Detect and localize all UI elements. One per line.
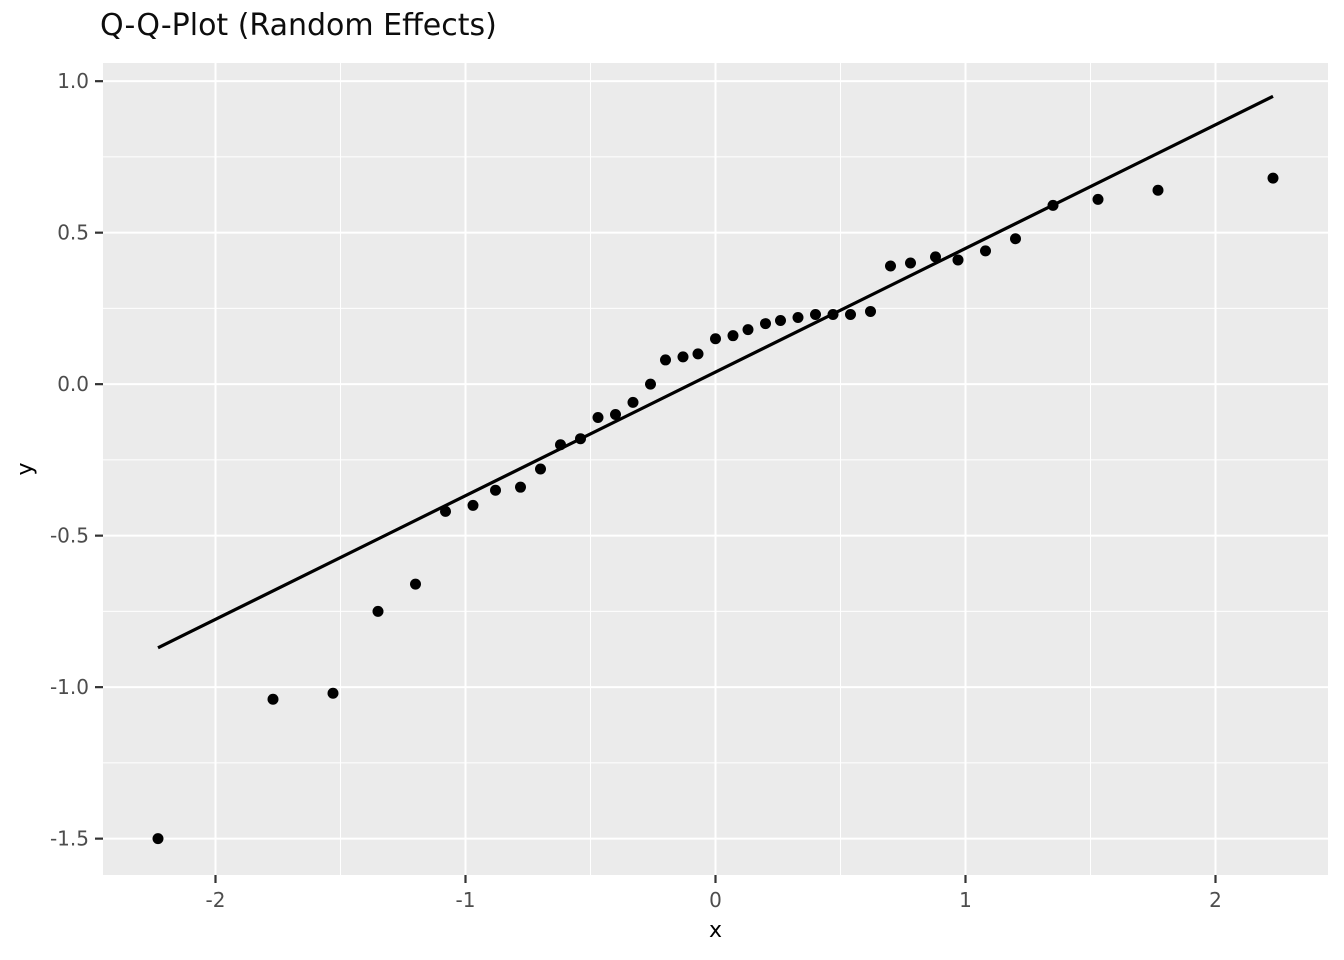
data-point bbox=[467, 499, 479, 511]
data-point bbox=[760, 318, 771, 330]
data-point bbox=[327, 687, 339, 699]
plot-title: Q-Q-Plot (Random Effects) bbox=[100, 8, 497, 43]
data-point bbox=[592, 411, 604, 423]
data-point bbox=[440, 505, 451, 517]
x-tick-label: 1 bbox=[959, 888, 972, 912]
data-point bbox=[710, 333, 721, 345]
data-point bbox=[742, 324, 754, 336]
data-point bbox=[1092, 193, 1104, 205]
x-tick-label: 2 bbox=[1209, 888, 1222, 912]
data-point bbox=[152, 833, 164, 845]
data-point bbox=[775, 315, 786, 327]
x-axis-title: x bbox=[709, 918, 722, 943]
data-point bbox=[535, 463, 546, 475]
data-point bbox=[677, 351, 689, 363]
qq-reference-line bbox=[157, 94, 1274, 650]
data-point bbox=[267, 693, 279, 705]
data-point bbox=[1010, 233, 1021, 245]
data-point bbox=[410, 578, 421, 590]
data-point bbox=[490, 484, 501, 496]
data-point bbox=[930, 251, 941, 263]
y-tick-label: -1.0 bbox=[50, 675, 89, 699]
y-tick-label: -1.5 bbox=[50, 827, 89, 851]
data-point bbox=[1152, 184, 1164, 196]
data-point bbox=[372, 605, 384, 617]
data-point bbox=[810, 308, 821, 320]
y-tick-label: 0.0 bbox=[57, 372, 89, 396]
data-point bbox=[885, 260, 896, 272]
data-point bbox=[575, 433, 586, 445]
data-point bbox=[555, 439, 566, 451]
data-point bbox=[827, 308, 839, 320]
y-tick-label: 1.0 bbox=[57, 69, 89, 93]
x-tick-label: 0 bbox=[709, 888, 722, 912]
data-point bbox=[905, 257, 916, 269]
data-point bbox=[1267, 172, 1279, 184]
data-point bbox=[952, 254, 964, 266]
x-tick-label: -2 bbox=[206, 888, 226, 912]
data-point bbox=[980, 245, 991, 257]
data-point bbox=[1047, 199, 1059, 211]
y-tick-label: -0.5 bbox=[50, 524, 89, 548]
data-point bbox=[692, 348, 704, 360]
data-point bbox=[610, 408, 621, 420]
x-tick-label: -1 bbox=[456, 888, 476, 912]
data-point bbox=[515, 481, 526, 493]
data-point bbox=[627, 396, 639, 408]
data-point bbox=[865, 305, 876, 317]
data-point bbox=[845, 308, 856, 320]
data-point bbox=[727, 330, 739, 342]
data-point bbox=[792, 312, 804, 324]
data-point bbox=[645, 378, 656, 390]
data-point bbox=[660, 354, 671, 366]
y-axis-title: y bbox=[13, 462, 38, 475]
y-tick-label: 0.5 bbox=[57, 221, 89, 245]
